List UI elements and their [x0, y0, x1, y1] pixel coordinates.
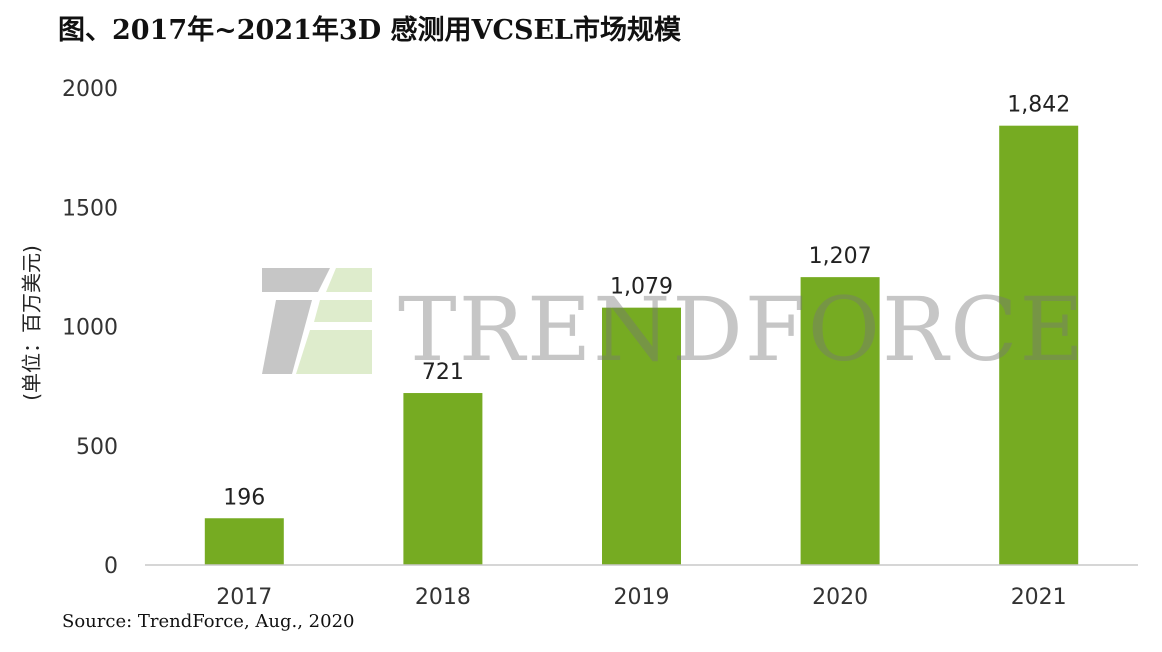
data-label-2019: 1,079: [610, 275, 673, 300]
logo-f-mid: [314, 300, 372, 322]
data-label-2018: 721: [422, 360, 464, 385]
logo-stem: [262, 300, 312, 374]
bar-2018: [403, 393, 483, 565]
chart-title: 图、2017年~2021年3D 感测用VCSEL市场规模: [58, 15, 682, 46]
x-tick-label-2017: 2017: [216, 585, 272, 610]
data-labels: 196 721 1,079 1,207 1,842: [223, 93, 1070, 511]
y-tick-label-1500: 1500: [62, 196, 118, 221]
logo-f-top: [326, 268, 372, 292]
x-tick-label-2021: 2021: [1011, 585, 1067, 610]
x-tick-label-2018: 2018: [415, 585, 471, 610]
bar-2020: [800, 277, 880, 565]
bar-2017: [204, 518, 284, 565]
x-tick-labels: 2017 2018 2019 2020 2021: [216, 585, 1066, 610]
y-tick-labels: 0 500 1000 1500 2000: [62, 77, 118, 579]
watermark-brand: TRENDFORCE: [398, 278, 1086, 381]
data-label-2017: 196: [223, 485, 265, 510]
logo-f-bottom: [296, 330, 372, 374]
bar-2021: [999, 125, 1079, 566]
data-label-2020: 1,207: [809, 244, 872, 269]
x-tick-label-2019: 2019: [614, 585, 670, 610]
x-tick-label-2020: 2020: [812, 585, 868, 610]
bars-group: [204, 125, 1079, 566]
y-tick-label-1000: 1000: [62, 316, 118, 341]
logo-bar-top: [262, 268, 330, 292]
y-tick-label-0: 0: [104, 554, 118, 579]
watermark-logo: [262, 268, 372, 374]
y-tick-label-2000: 2000: [62, 77, 118, 102]
y-tick-label-500: 500: [76, 435, 118, 460]
data-label-2021: 1,842: [1007, 93, 1070, 118]
bar-2019: [602, 307, 681, 565]
source-note: Source: TrendForce, Aug., 2020: [62, 611, 355, 632]
